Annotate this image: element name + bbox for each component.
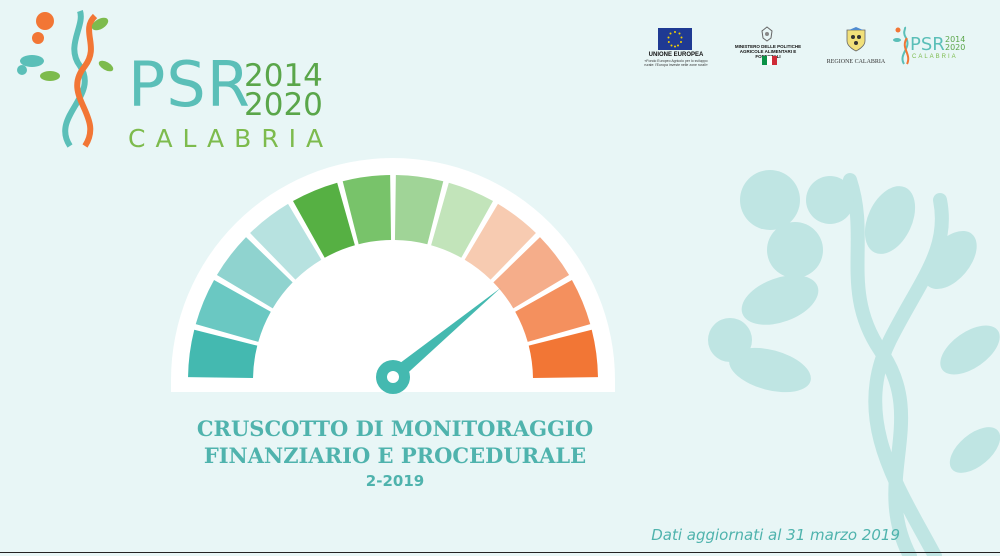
gauge-segment (528, 329, 598, 379)
mini-logo-years: 2014 2020 (945, 36, 965, 52)
gauge-segment (431, 182, 494, 258)
logo-plant-icon (17, 10, 114, 148)
partner-logos: UNIONE EUROPEA «Fondo Europeo Agricolo p… (640, 22, 980, 72)
needle-hub-center (387, 371, 399, 383)
mini-logo-region: CALABRIA (912, 54, 958, 60)
calabria-emblem-icon (846, 27, 866, 52)
logo-year-start: 2014 (244, 58, 323, 94)
mini-logo-plant-icon (893, 26, 910, 65)
mini-logo-year-end: 2020 (945, 43, 966, 52)
mini-logo-year-start: 2014 (945, 35, 966, 44)
page-title: CRUSCOTTO DI MONITORAGGIO FINANZIARIO E … (140, 415, 650, 469)
eu-subtext: «Fondo Europeo Agricolo per lo sviluppo … (644, 59, 708, 67)
gauge-needle (376, 287, 501, 394)
gauge-segment (188, 329, 258, 379)
logo-year-end: 2020 (244, 87, 323, 123)
needle-pointer (388, 287, 501, 383)
psr-calabria-logo: PSR 2014 2020 CALABRIA (10, 6, 323, 156)
gauge-segment (493, 237, 570, 309)
calabria-label: REGIONE CALABRIA (826, 59, 886, 65)
gauge-segment (464, 203, 536, 280)
eu-flag-icon (658, 28, 692, 50)
gauge-segment (195, 279, 271, 342)
gauge-segment (292, 182, 355, 258)
gauge-segment (250, 203, 322, 280)
bottom-divider (0, 552, 1000, 553)
gauge (171, 158, 615, 394)
logo-years: 2014 2020 (244, 58, 324, 123)
gauge-segment (515, 279, 591, 342)
period-label: 2-2019 (365, 472, 425, 490)
ministry-emblem-icon (761, 26, 773, 42)
gauge-segment (216, 237, 293, 309)
gauge-segments (188, 175, 598, 379)
logo-word: PSR (128, 48, 251, 121)
gauge-segment (394, 175, 444, 245)
italy-flag-icon (762, 56, 777, 65)
eu-label: UNIONE EUROPEA (648, 52, 704, 58)
update-date: Dati aggiornati al 31 marzo 2019 (651, 526, 900, 544)
mini-psr-logo: PSR 2014 2020 CALABRIA (892, 24, 980, 72)
mini-logo-word: PSR (910, 34, 945, 55)
decorative-plant-icon (708, 170, 1000, 556)
gauge-segment (342, 175, 392, 245)
title-line-1: CRUSCOTTO DI MONITORAGGIO (196, 416, 594, 441)
title-line-2: FINANZIARIO E PROCEDURALE (203, 443, 587, 468)
logo-region: CALABRIA (128, 124, 334, 153)
